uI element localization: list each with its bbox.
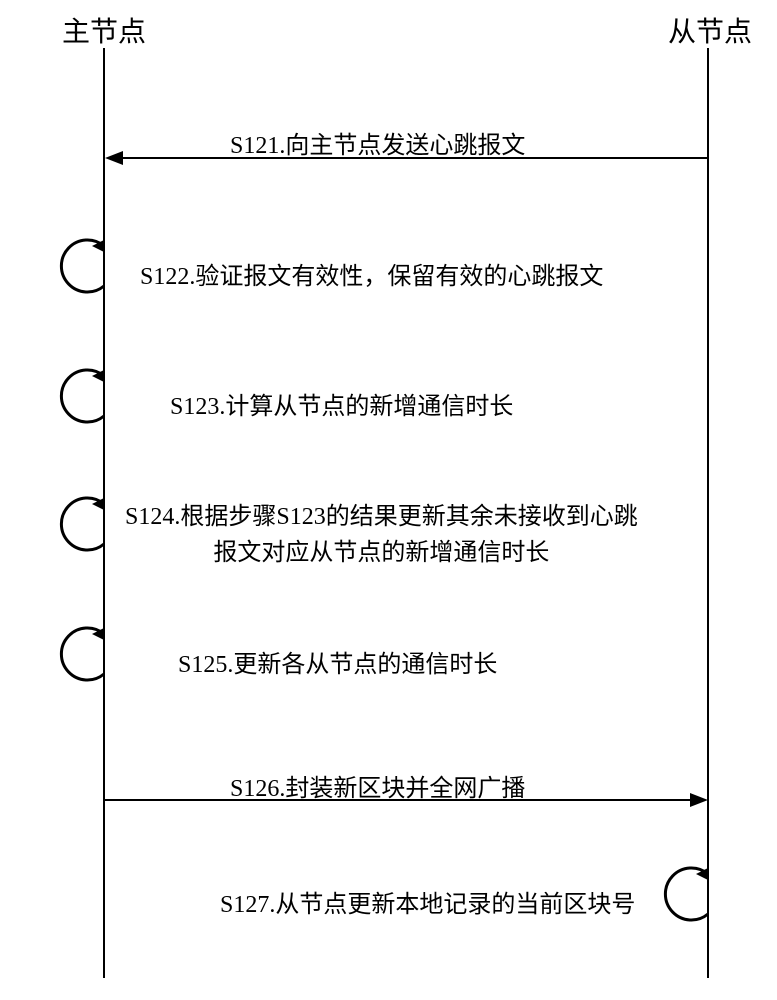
self-loop-s122 <box>46 232 108 307</box>
label-s127: S127.从节点更新本地记录的当前区块号 <box>220 884 635 919</box>
arrowhead-s121 <box>105 151 123 165</box>
label-s124-line2: 报文对应从节点的新增通信时长 <box>213 540 549 566</box>
label-s122: S122.验证报文有效性，保留有效的心跳报文 <box>140 256 603 291</box>
self-loop-s125 <box>46 620 108 695</box>
participant-right-label: 从节点 <box>668 10 752 50</box>
label-s124-line1: S124.根据步骤S123的结果更新其余未接收到心跳 <box>125 504 638 530</box>
self-loop-s124 <box>46 490 108 565</box>
lifeline-right <box>707 48 709 978</box>
label-s125: S125.更新各从节点的通信时长 <box>178 644 497 679</box>
self-loop-s127 <box>650 860 712 935</box>
label-s123: S123.计算从节点的新增通信时长 <box>170 386 513 421</box>
label-s126: S126.封装新区块并全网广播 <box>230 768 525 803</box>
label-s121: S121.向主节点发送心跳报文 <box>230 125 525 160</box>
label-s124: S124.根据步骤S123的结果更新其余未接收到心跳 报文对应从节点的新增通信时… <box>125 499 638 571</box>
participant-left-label: 主节点 <box>62 10 146 50</box>
arrowhead-s126 <box>690 793 708 807</box>
self-loop-s123 <box>46 362 108 437</box>
